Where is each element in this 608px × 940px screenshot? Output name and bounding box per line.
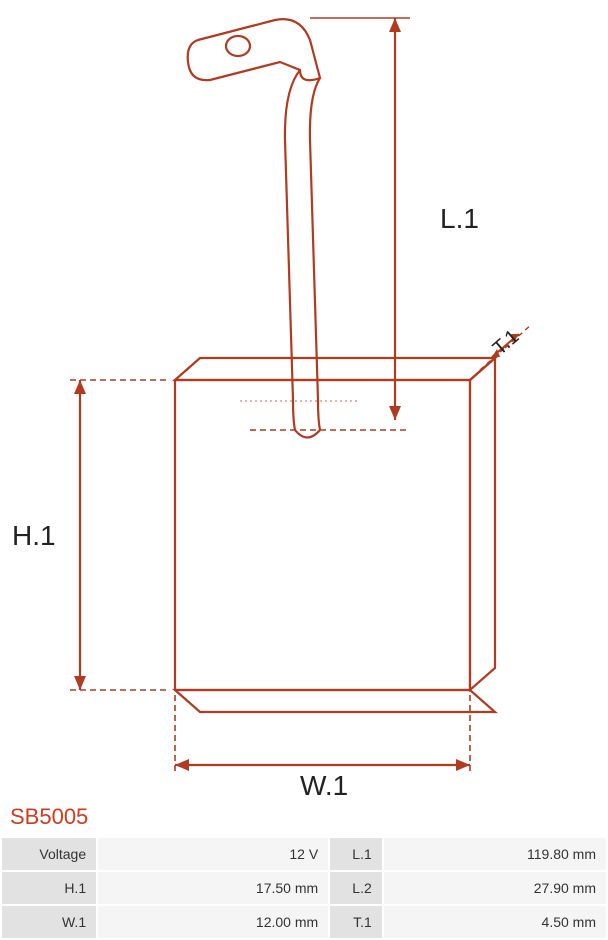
block-bottom [175, 690, 495, 712]
dim-W1: W.1 [175, 695, 470, 800]
diagram-svg: L.1 T.1 H.1 W.1 [0, 0, 608, 800]
wire-bottom [295, 430, 320, 438]
dim-L1: L.1 [310, 18, 479, 420]
wire-right [310, 78, 320, 430]
spec-label: T.1 [330, 906, 382, 938]
block-side [470, 358, 495, 690]
spec-value: 4.50 mm [384, 906, 606, 938]
spec-label: H.1 [2, 872, 96, 904]
technical-diagram: L.1 T.1 H.1 W.1 [0, 0, 608, 800]
label-L1: L.1 [440, 203, 479, 234]
table-row: H.117.50 mmL.227.90 mm [2, 872, 606, 904]
spec-label: Voltage [2, 838, 96, 870]
spec-label: W.1 [2, 906, 96, 938]
dim-T1: T.1 [480, 324, 532, 370]
spec-label: L.1 [330, 838, 382, 870]
label-W1: W.1 [300, 770, 348, 800]
product-code: SB5005 [0, 800, 608, 836]
wire-left [285, 70, 300, 430]
spec-value: 12 V [98, 838, 328, 870]
table-row: Voltage12 VL.1119.80 mm [2, 838, 606, 870]
spec-value: 27.90 mm [384, 872, 606, 904]
label-H1: H.1 [12, 520, 56, 551]
spec-value: 12.00 mm [98, 906, 328, 938]
dim-H1: H.1 [12, 380, 170, 690]
spec-value: 17.50 mm [98, 872, 328, 904]
spec-table: Voltage12 VL.1119.80 mmH.117.50 mmL.227.… [0, 836, 608, 940]
block-top [175, 358, 495, 380]
block-front [175, 380, 470, 690]
spec-value: 119.80 mm [384, 838, 606, 870]
terminal-connector [188, 19, 320, 80]
spec-label: L.2 [330, 872, 382, 904]
table-row: W.112.00 mmT.14.50 mm [2, 906, 606, 938]
